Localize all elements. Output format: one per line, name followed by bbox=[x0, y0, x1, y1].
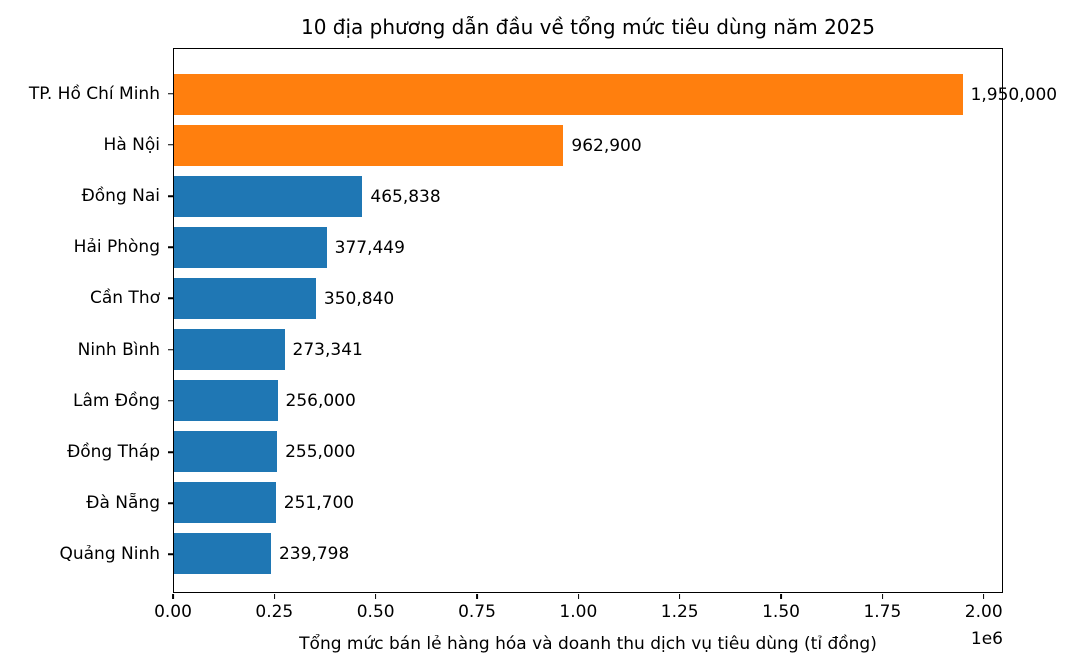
bar-value-label: 962,900 bbox=[571, 135, 642, 156]
x-tick-label: 0.25 bbox=[255, 602, 294, 622]
x-tick-mark bbox=[982, 594, 985, 599]
x-tick: 1.00 bbox=[559, 594, 597, 622]
x-tick-label: 1.25 bbox=[660, 602, 699, 622]
x-tick-mark bbox=[172, 594, 174, 599]
chart-title: 10 địa phương dẫn đầu về tổng mức tiêu d… bbox=[301, 15, 875, 39]
bar bbox=[174, 125, 564, 166]
x-tick-label: 1.50 bbox=[762, 602, 800, 622]
x-tick-label: 0.50 bbox=[356, 602, 395, 622]
y-tick-row: Ninh Bình bbox=[0, 324, 173, 375]
y-tick-row: Hải Phòng bbox=[0, 222, 173, 273]
bar bbox=[174, 431, 278, 472]
bar-row: 377,449 bbox=[174, 222, 1002, 273]
x-tick-mark bbox=[374, 594, 377, 599]
y-tick-label: Cần Thơ bbox=[89, 288, 160, 309]
bar-value-label: 465,838 bbox=[370, 186, 441, 207]
y-tick-mark bbox=[168, 553, 173, 556]
y-tick-row: Đà Nẵng bbox=[0, 478, 173, 529]
y-tick-mark bbox=[168, 502, 173, 504]
bar-row: 255,000 bbox=[174, 426, 1002, 477]
y-tick-mark bbox=[168, 348, 173, 351]
bar-row: 256,000 bbox=[174, 375, 1002, 426]
y-tick-row: Quảng Ninh bbox=[0, 529, 173, 580]
x-tick: 0.00 bbox=[154, 594, 192, 622]
y-tick-mark bbox=[168, 297, 173, 300]
x-tick: 1.50 bbox=[762, 594, 800, 622]
bar-value-label: 1,950,000 bbox=[970, 84, 1058, 105]
bar-value-label: 377,449 bbox=[334, 237, 405, 258]
y-tick-mark bbox=[168, 451, 173, 453]
y-tick-mark bbox=[168, 400, 173, 402]
axis-offset-text: 1e6 bbox=[970, 629, 1003, 649]
x-tick-mark bbox=[273, 594, 276, 599]
bar-value-label: 239,798 bbox=[278, 543, 350, 564]
x-tick-mark bbox=[577, 594, 580, 599]
bar bbox=[174, 482, 276, 523]
bar-row: 962,900 bbox=[174, 120, 1002, 171]
bar bbox=[174, 278, 316, 319]
y-tick-label: Đồng Nai bbox=[81, 186, 160, 206]
bars-container: 1,950,000 962,900 465,838 377,449 350,840 273… bbox=[174, 49, 1057, 592]
x-axis-ticks: 0.00 0.25 0.50 0.75 1.00 1.25 1.50 1.75 2.00 bbox=[154, 594, 1003, 634]
bar-value-label: 255,000 bbox=[285, 441, 356, 462]
bar-value-label: 256,000 bbox=[285, 390, 356, 411]
plot-area: 1,950,000 962,900 465,838 377,449 350,840 273… bbox=[173, 48, 1057, 593]
bar-row: 350,840 bbox=[174, 273, 1002, 324]
bar bbox=[174, 74, 963, 115]
x-tick: 0.75 bbox=[458, 594, 496, 622]
bar bbox=[174, 227, 327, 268]
bar-value-label: 350,840 bbox=[323, 288, 395, 309]
bar-row: 273,341 bbox=[174, 324, 1002, 375]
y-tick-label: Hà Nội bbox=[103, 134, 160, 155]
bar bbox=[174, 329, 285, 370]
x-axis-label: Tổng mức bán lẻ hàng hóa và doanh thu dị… bbox=[299, 634, 877, 654]
bar-row: 1,950,000 bbox=[174, 69, 1057, 120]
y-tick-label: Lâm Đồng bbox=[73, 390, 160, 411]
y-tick-label: Ninh Bình bbox=[77, 339, 160, 360]
x-tick-mark bbox=[780, 594, 782, 599]
bar-value-label: 273,341 bbox=[292, 339, 363, 360]
x-tick-label: 1.00 bbox=[559, 602, 598, 622]
x-tick-label: 1.75 bbox=[863, 602, 902, 622]
y-tick-mark bbox=[168, 246, 173, 248]
y-tick-mark bbox=[168, 92, 173, 95]
x-tick-mark bbox=[881, 594, 884, 599]
x-tick: 0.25 bbox=[255, 594, 293, 622]
y-axis-tick-labels: TP. Hồ Chí Minh Hà Nội Đồng Nai Hải Phòng Cầ… bbox=[0, 48, 173, 593]
bar bbox=[174, 533, 271, 574]
y-tick-mark bbox=[168, 144, 173, 146]
y-tick-row: TP. Hồ Chí Minh bbox=[0, 68, 173, 119]
x-tick: 1.75 bbox=[863, 594, 901, 622]
x-tick-mark bbox=[678, 594, 681, 599]
bar-row: 251,700 bbox=[174, 477, 1002, 528]
y-tick-mark bbox=[168, 195, 173, 197]
x-tick-label: 0.75 bbox=[458, 602, 496, 622]
y-tick-label: Đồng Tháp bbox=[67, 442, 160, 463]
x-tick-label: 2.00 bbox=[964, 602, 1003, 622]
bar-row: 465,838 bbox=[174, 171, 1002, 222]
y-tick-label: Hải Phòng bbox=[73, 237, 160, 258]
y-tick-label: Đà Nẵng bbox=[86, 493, 160, 514]
y-tick-row: Cần Thơ bbox=[0, 273, 173, 324]
bar-row: 239,798 bbox=[174, 528, 1002, 579]
y-tick-row: Lâm Đồng bbox=[0, 375, 173, 426]
y-tick-row: Đồng Tháp bbox=[0, 426, 173, 477]
x-tick: 2.00 bbox=[965, 594, 1003, 622]
x-tick: 0.50 bbox=[357, 594, 395, 622]
x-tick: 1.25 bbox=[661, 594, 699, 622]
y-tick-row: Hà Nội bbox=[0, 119, 173, 170]
y-tick-row: Đồng Nai bbox=[0, 170, 173, 221]
bar bbox=[174, 380, 278, 421]
x-tick-label: 0.00 bbox=[154, 602, 192, 622]
x-tick-mark bbox=[476, 594, 478, 599]
y-tick-label: Quảng Ninh bbox=[59, 544, 160, 565]
bar bbox=[174, 176, 363, 217]
bar-value-label: 251,700 bbox=[283, 492, 355, 513]
y-tick-label: TP. Hồ Chí Minh bbox=[28, 83, 160, 104]
